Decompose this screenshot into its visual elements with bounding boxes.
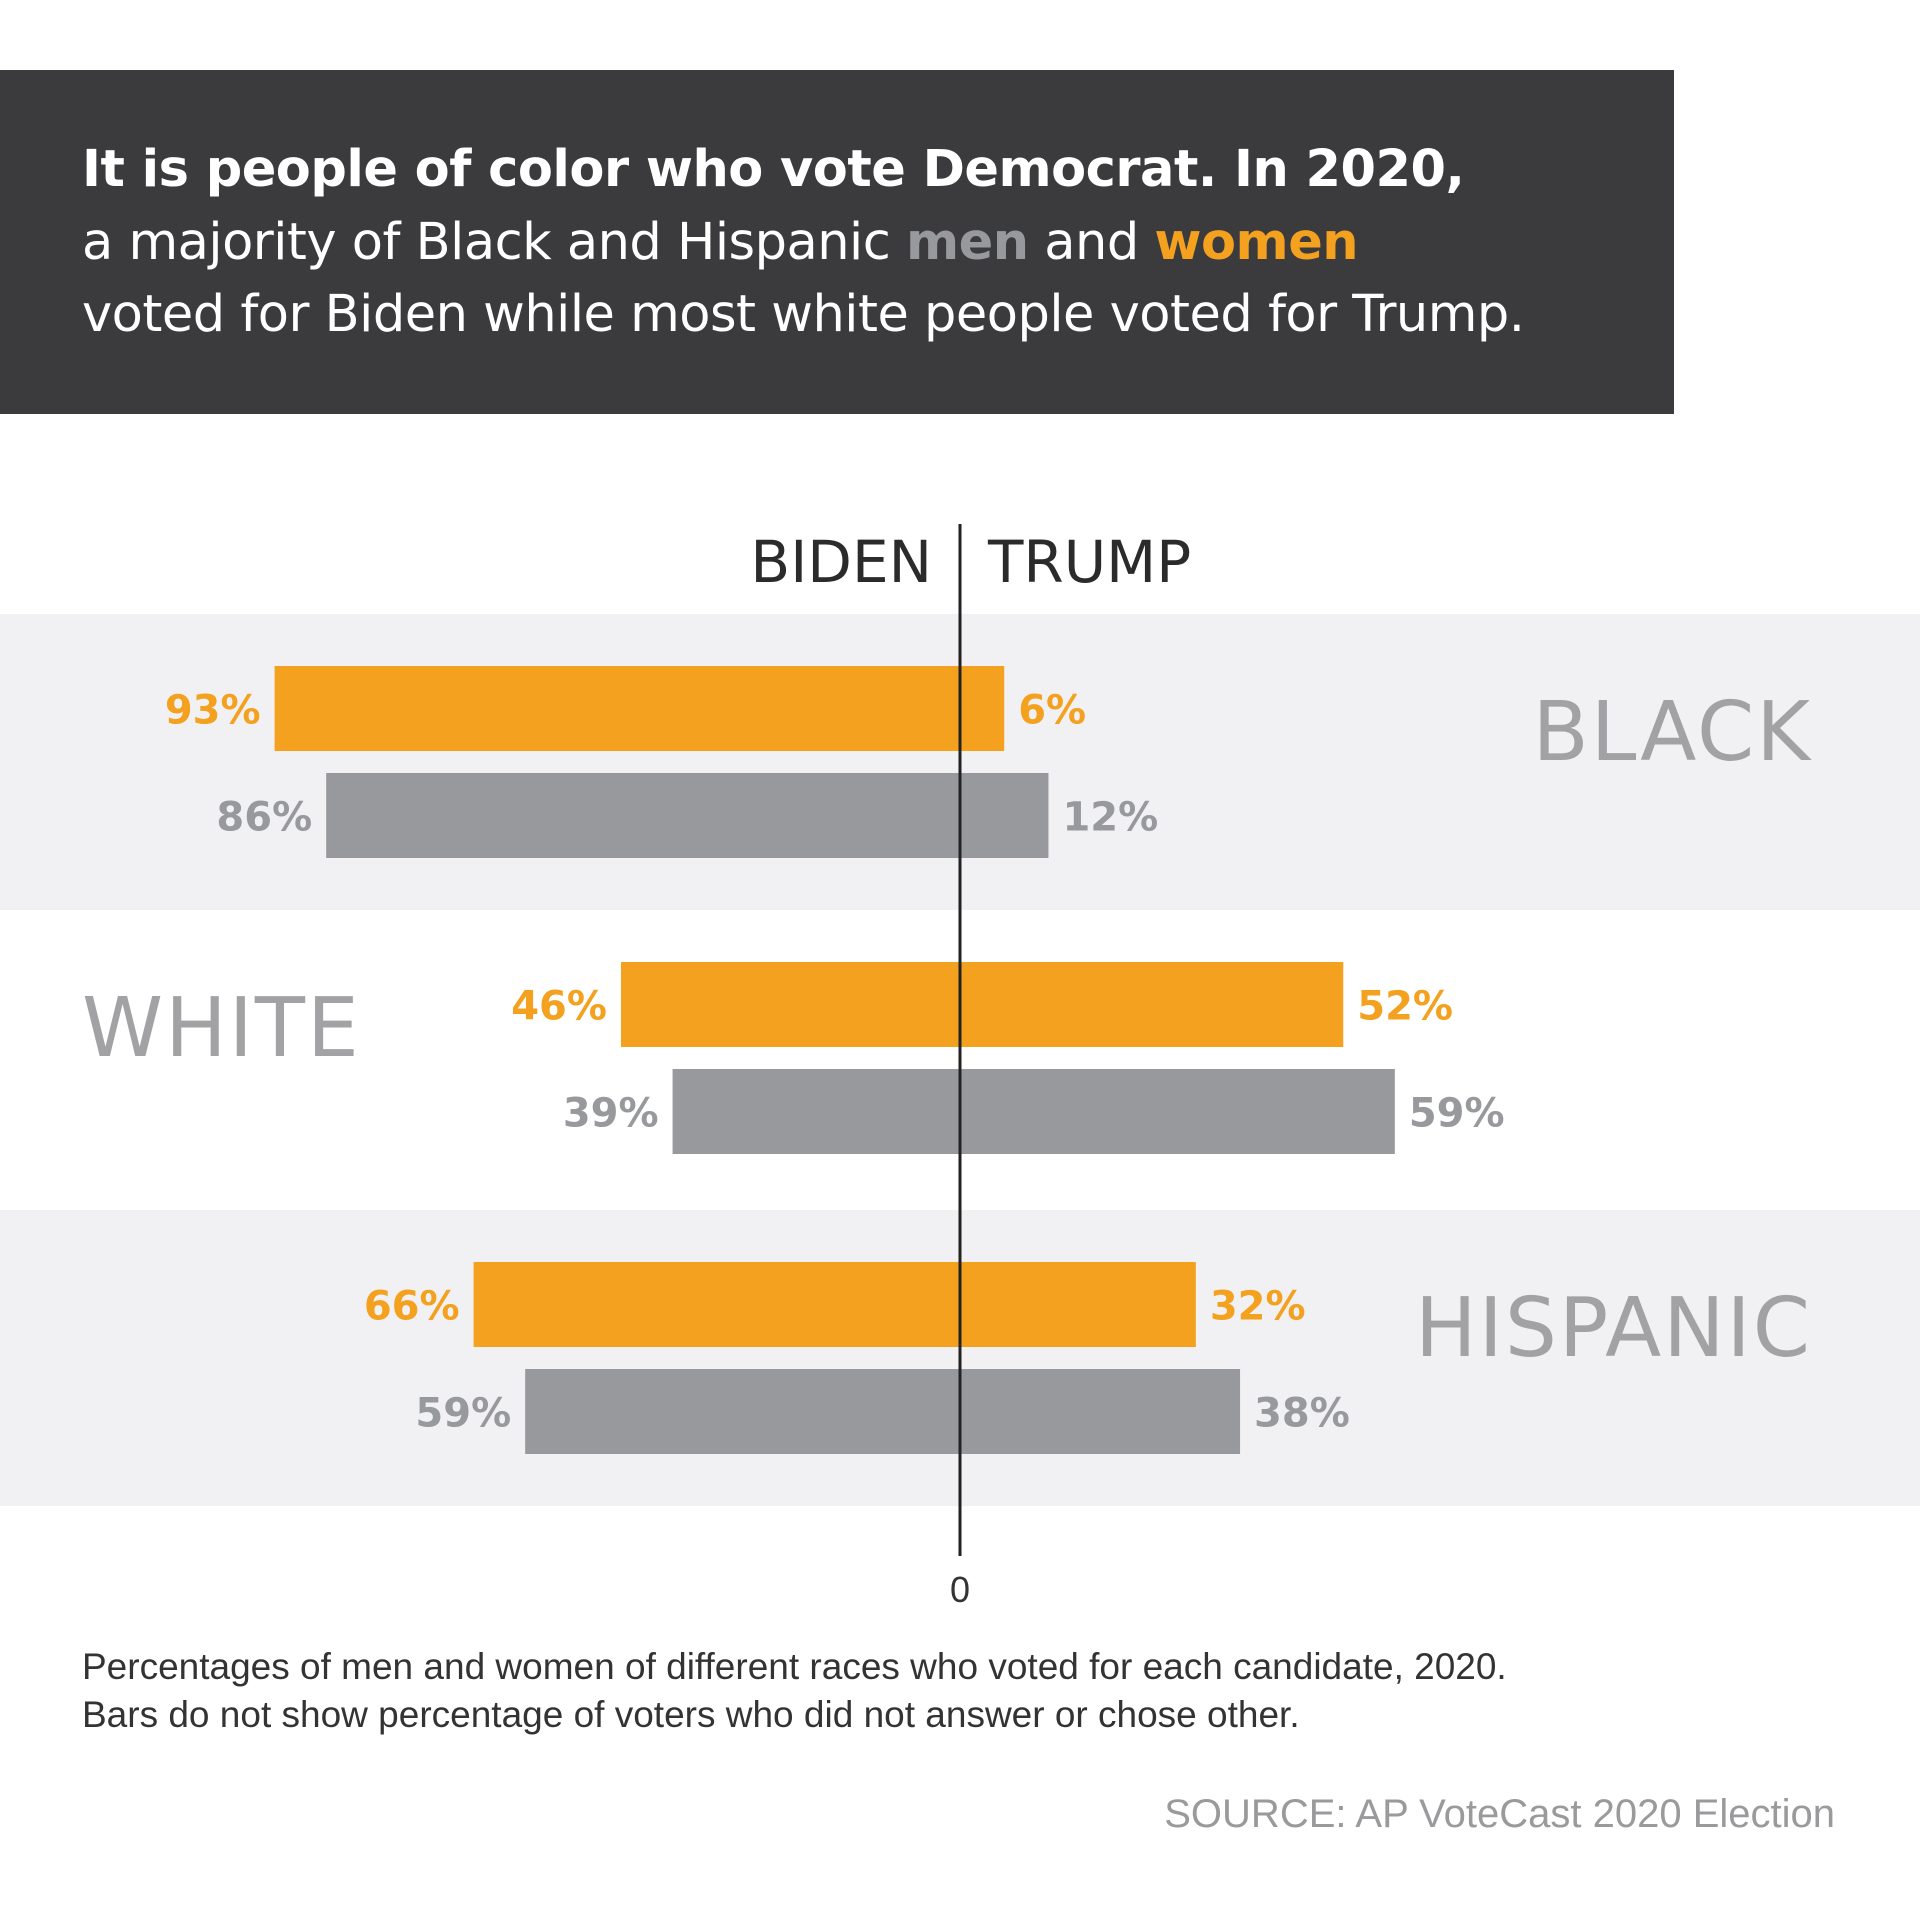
label-white-women-trump: 52%	[1357, 984, 1453, 1030]
label-black-women-trump: 6%	[1018, 688, 1086, 734]
bar-hispanic-women-biden	[473, 1262, 960, 1347]
zero-tick-label: 0	[950, 1569, 970, 1610]
bar-hispanic-men-biden	[525, 1369, 960, 1454]
bar-black-women-trump	[960, 666, 1005, 751]
bar-black-men-trump	[960, 773, 1049, 858]
header-line-2-middle: and	[1028, 213, 1155, 272]
group-label-white: WHITE	[82, 981, 361, 1076]
bar-black-men-biden	[326, 773, 960, 858]
label-hispanic-men-trump: 38%	[1254, 1391, 1350, 1437]
label-white-women-biden: 46%	[511, 984, 607, 1030]
header-line-2-start: a majority of Black and Hispanic	[82, 213, 906, 272]
label-white-men-biden: 39%	[563, 1091, 659, 1137]
header-line-1: It is people of color who vote Democrat.…	[82, 140, 1465, 199]
bar-white-men-trump	[960, 1069, 1395, 1154]
women-keyword: women	[1154, 213, 1359, 272]
group-label-hispanic: HISPANIC	[1415, 1281, 1812, 1376]
header-box: It is people of color who vote Democrat.…	[0, 70, 1674, 414]
bar-white-women-trump	[960, 962, 1344, 1047]
label-black-men-trump: 12%	[1062, 795, 1158, 841]
header-line-2: a majority of Black and Hispanic men and…	[82, 213, 1359, 272]
header-line-3: voted for Biden while most white people …	[82, 285, 1525, 344]
source-note: SOURCE: AP VoteCast 2020 Election	[1164, 1792, 1835, 1836]
right-heading: TRUMP	[987, 528, 1191, 596]
men-keyword: men	[905, 213, 1029, 272]
group-label-black: BLACK	[1532, 685, 1812, 780]
bar-black-women-biden	[274, 666, 961, 751]
label-black-women-biden: 93%	[165, 688, 261, 734]
bar-hispanic-women-trump	[960, 1262, 1196, 1347]
label-hispanic-women-trump: 32%	[1210, 1284, 1306, 1330]
label-black-men-biden: 86%	[216, 795, 312, 841]
caption-line-2: Bars do not show percentage of voters wh…	[82, 1694, 1300, 1735]
diverging-bar-chart: 93% 6% 86% 12% BLACK 46% 52% 39% 59% WHITE 66% 32% 5…	[0, 524, 1920, 1610]
bar-white-men-biden	[672, 1069, 960, 1154]
left-heading: BIDEN	[750, 528, 932, 596]
caption-line-1: Percentages of men and women of differen…	[82, 1646, 1507, 1687]
label-hispanic-women-biden: 66%	[364, 1284, 460, 1330]
label-hispanic-men-biden: 59%	[415, 1391, 511, 1437]
label-white-men-trump: 59%	[1409, 1091, 1505, 1137]
caption: Percentages of men and women of differen…	[82, 1643, 1507, 1739]
bar-hispanic-men-trump	[960, 1369, 1241, 1454]
bar-white-women-biden	[620, 962, 960, 1047]
